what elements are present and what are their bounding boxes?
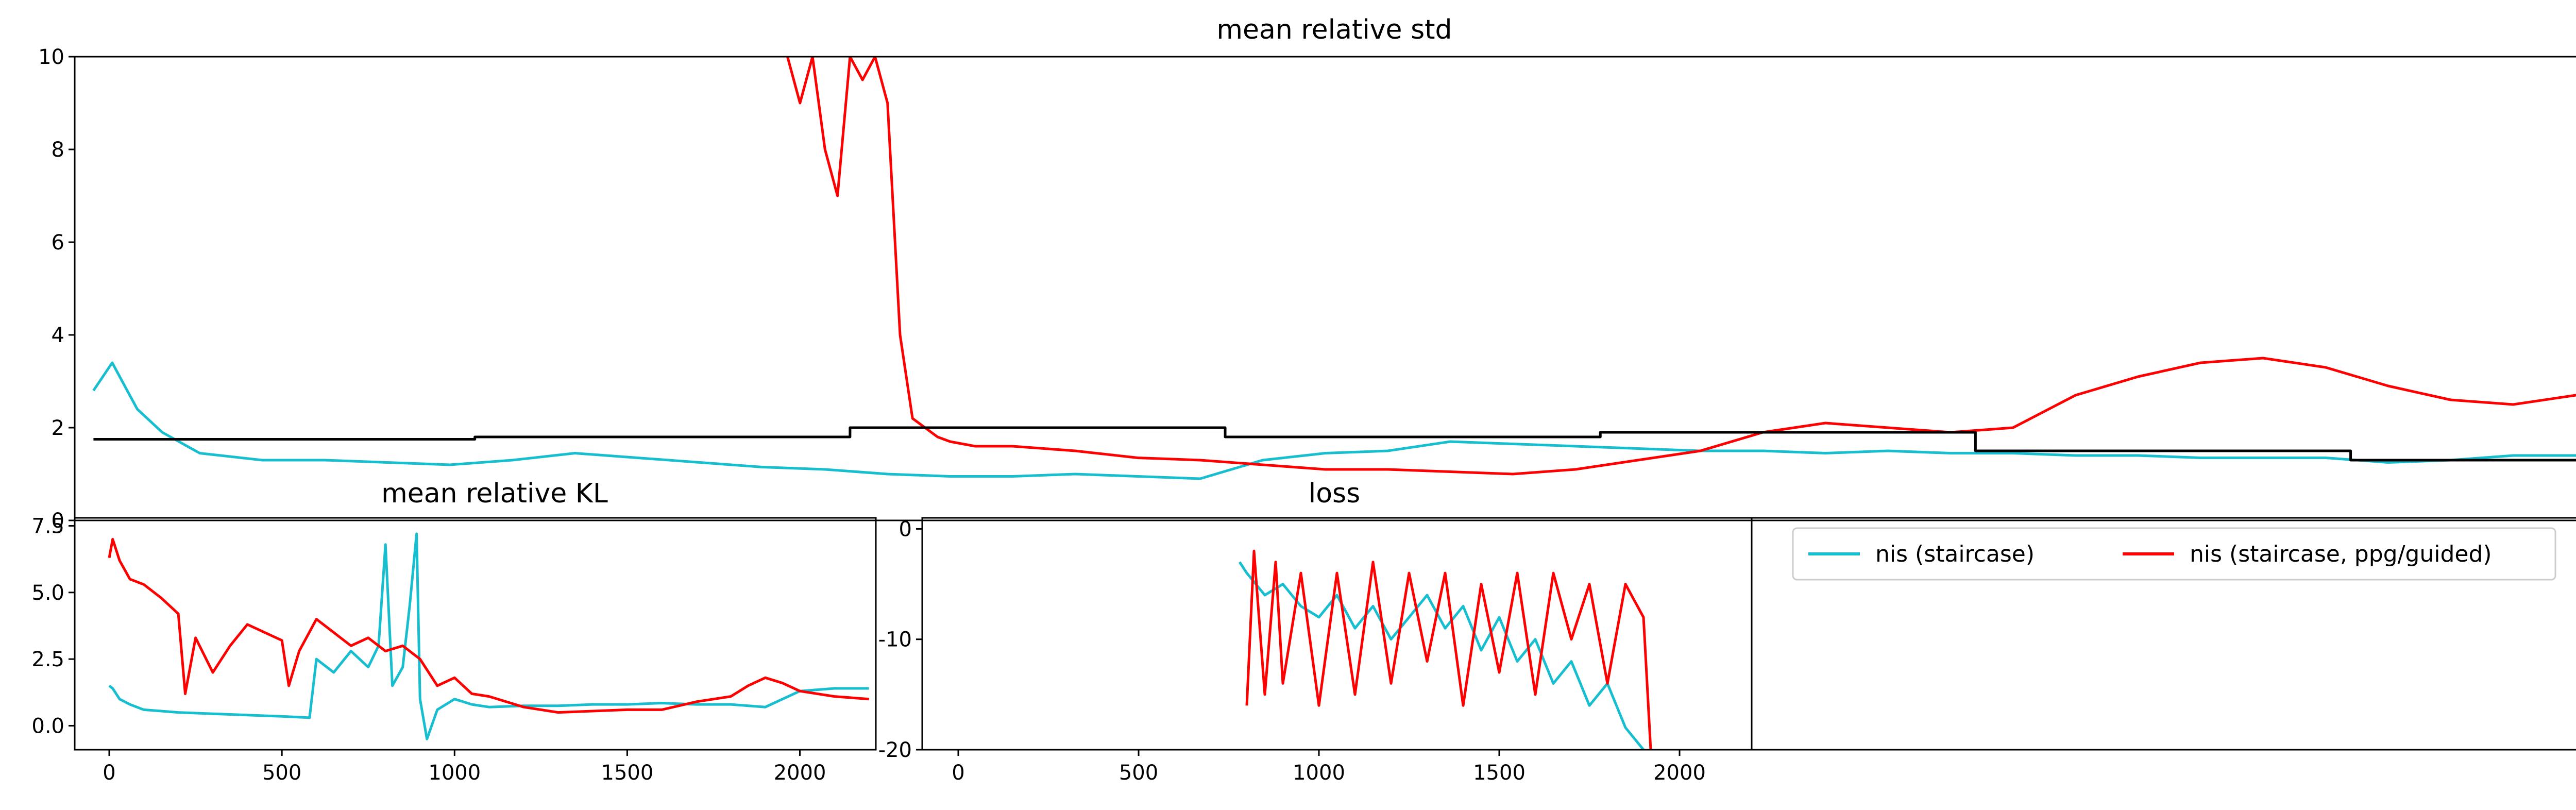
loss-xtick-label: 1500	[1473, 761, 1526, 785]
std-ytick-label: 8	[52, 138, 64, 162]
std-plot-area	[92, 57, 2576, 480]
std-ytick-label: 6	[52, 231, 64, 255]
loss-panel: loss 0 500 1000 1500 2000 0 -10 -20	[878, 478, 1753, 785]
std-y-ticks: 0 2 4 6 8 10	[38, 45, 75, 533]
legend-axes-frame	[1751, 517, 2576, 751]
loss-xtick-label: 500	[1119, 761, 1158, 785]
kl-series-nis-staircase-	[108, 532, 869, 740]
loss-ytick-label: 0	[899, 517, 912, 541]
loss-y-ticks: 0 -10 -20	[878, 517, 922, 762]
loss-series-nis-staircase-ppg-guided-	[1245, 549, 1652, 750]
std-series-nis-staircase-	[92, 361, 2576, 480]
std-ytick-label: 2	[52, 416, 64, 440]
kl-ytick-label: 0.0	[31, 714, 64, 738]
std-ytick-label: 10	[38, 45, 64, 69]
std-ytick-label: 0	[52, 509, 64, 533]
kl-axes-frame	[74, 517, 877, 751]
kl-xtick-label: 1000	[428, 761, 481, 785]
legend-panel: nis (staircase) nis (staircase, ppg/guid…	[1751, 517, 2576, 751]
std-panel: mean relative std 0 2 4 6 8 10	[38, 14, 2576, 533]
std-series-nis-staircase-ppg-guided-	[786, 57, 2576, 476]
kl-plot-area	[108, 532, 869, 740]
kl-ytick-label: 5.0	[31, 581, 64, 605]
kl-series-nis-staircase-ppg-guided-	[108, 537, 869, 714]
kl-ytick-label: 2.5	[31, 648, 64, 671]
loss-title: loss	[1309, 478, 1360, 509]
kl-xtick-label: 1500	[601, 761, 654, 785]
loss-xtick-label: 0	[952, 761, 964, 785]
legend-label-staircase: nis (staircase)	[1875, 541, 2035, 567]
loss-axes-frame	[921, 517, 1753, 751]
std-series-reference-2	[93, 426, 2576, 462]
std-axes-frame	[74, 56, 2576, 521]
std-title: mean relative std	[1216, 14, 1452, 45]
kl-xtick-label: 2000	[774, 761, 826, 785]
loss-plot-area	[1238, 549, 1652, 750]
kl-panel: mean relative KL 0 500 1000 1500 2000 0.0 2.5…	[31, 478, 877, 785]
legend-label-guided: nis (staircase, ppg/guided)	[2190, 541, 2492, 567]
loss-x-ticks: 0 500 1000 1500 2000	[952, 750, 1706, 785]
std-ytick-label: 4	[52, 324, 64, 347]
kl-x-ticks: 0 500 1000 1500 2000	[103, 750, 826, 785]
legend: nis (staircase) nis (staircase, ppg/guid…	[1792, 527, 2556, 581]
loss-ytick-label: -10	[878, 628, 912, 652]
loss-xtick-label: 2000	[1653, 761, 1706, 785]
kl-ytick-label: 7.5	[31, 515, 64, 538]
loss-ytick-label: -20	[878, 738, 912, 762]
kl-xtick-label: 500	[262, 761, 301, 785]
loss-xtick-label: 1000	[1293, 761, 1345, 785]
kl-xtick-label: 0	[103, 761, 115, 785]
kl-y-ticks: 0.0 2.5 5.0 7.5	[31, 515, 75, 738]
kl-title: mean relative KL	[381, 478, 608, 509]
